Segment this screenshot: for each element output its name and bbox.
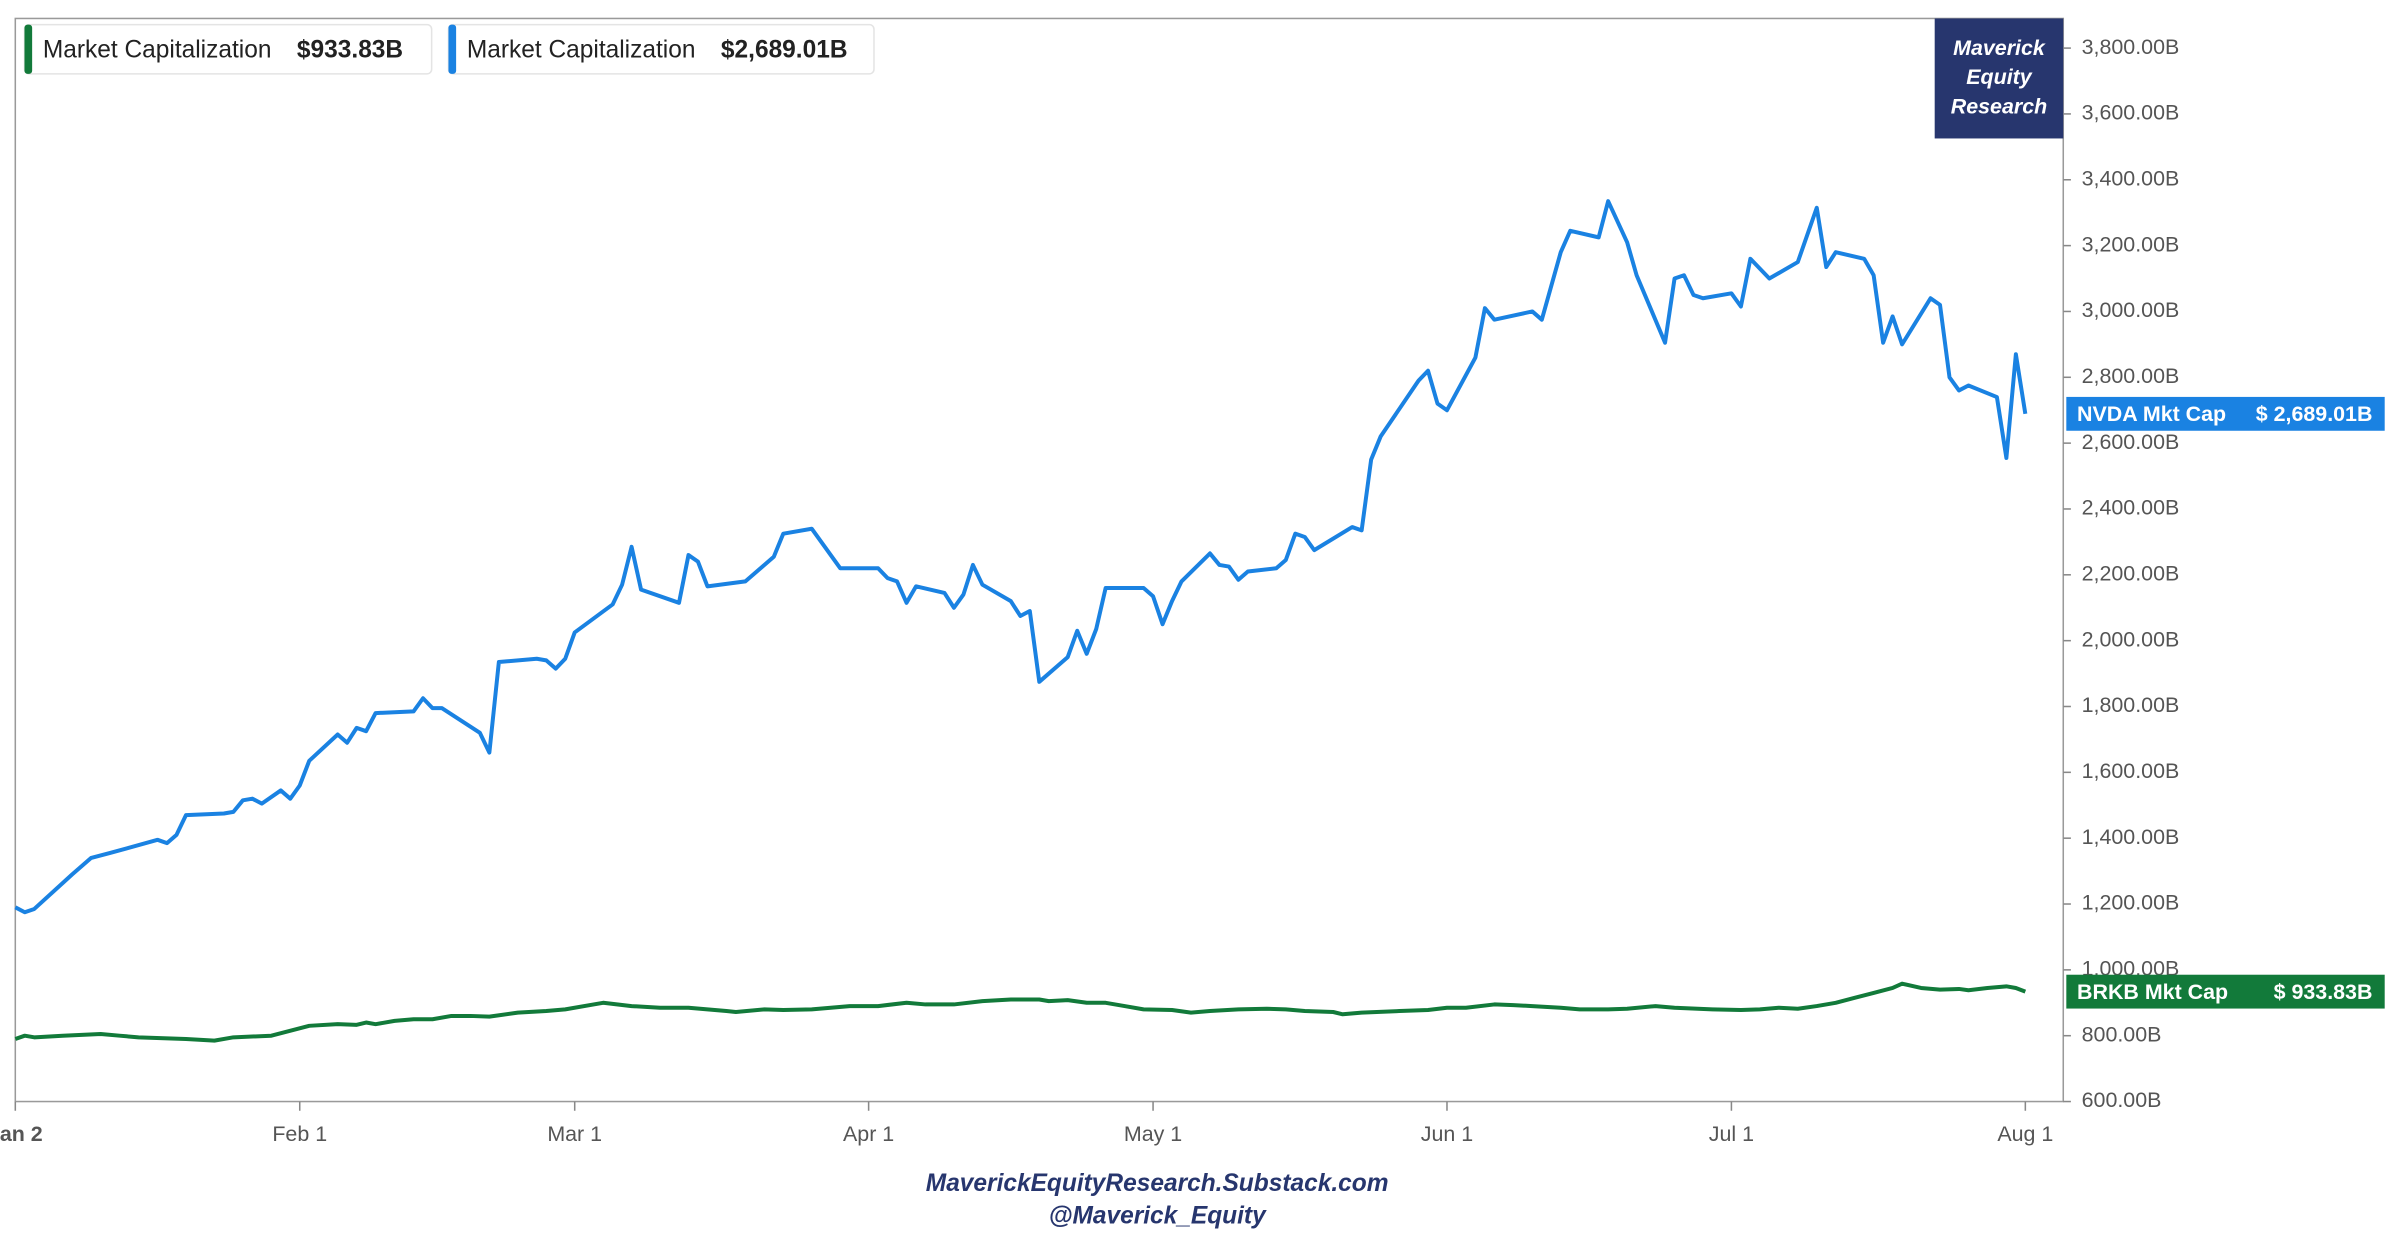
legend-swatch (448, 24, 457, 74)
legend-name: Market Capitalization (43, 36, 272, 63)
y-tick-label: 1,400.00B (2082, 825, 2180, 849)
end-badge-value: $ 933.83B (2274, 980, 2373, 1004)
series-line (14, 981, 2027, 1043)
y-tick-label: 600.00B (2082, 1088, 2162, 1112)
y-tick-label: 2,800.00B (2082, 364, 2180, 388)
x-tick-label: Jun 1 (1421, 1122, 1473, 1146)
x-tick-label: Jan 2 (0, 1122, 43, 1146)
y-tick-label: 2,400.00B (2082, 496, 2180, 520)
end-badge (2066, 396, 2385, 431)
legend-value: $2,689.01B (721, 36, 848, 63)
footer: MaverickEquityResearch.Substack.com (926, 1170, 1389, 1197)
y-tick-label: 1,800.00B (2082, 693, 2180, 717)
footer: @Maverick_Equity (1049, 1202, 1267, 1229)
y-tick-label: 1,600.00B (2082, 759, 2180, 783)
x-tick-label: Mar 1 (547, 1122, 602, 1146)
y-tick-label: 1,200.00B (2082, 891, 2180, 915)
y-tick-label: 800.00B (2082, 1022, 2162, 1046)
x-tick-label: Jul 1 (1709, 1122, 1754, 1146)
watermark: Research (1951, 94, 2047, 118)
y-tick-label: 3,000.00B (2082, 298, 2180, 322)
watermark-box (1934, 18, 2064, 139)
end-badge-value: $ 2,689.01B (2256, 402, 2373, 426)
plot-frame (14, 17, 2065, 1103)
y-tick-label: 2,000.00B (2082, 627, 2180, 651)
y-tick-label: 3,800.00B (2082, 35, 2180, 59)
x-tick-label: Apr 1 (843, 1122, 894, 1146)
legend-swatch (24, 24, 33, 74)
x-tick-label: May 1 (1124, 1122, 1182, 1146)
x-tick-label: Feb 1 (272, 1122, 327, 1146)
end-badge-name: NVDA Mkt Cap (2077, 402, 2226, 426)
y-tick-label: 2,600.00B (2082, 430, 2180, 454)
y-tick-label: 3,400.00B (2082, 166, 2180, 190)
x-tick-label: Aug 1 (1997, 1122, 2053, 1146)
legend-value: $933.83B (297, 36, 403, 63)
watermark: Maverick (1953, 36, 2046, 60)
watermark: Equity (1966, 65, 2032, 89)
series-line (14, 199, 2028, 915)
end-badge (2066, 974, 2385, 1009)
end-badge-name: BRKB Mkt Cap (2077, 980, 2228, 1004)
y-tick-label: 2,200.00B (2082, 561, 2180, 585)
legend-name: Market Capitalization (467, 36, 696, 63)
y-tick-label: 3,600.00B (2082, 101, 2180, 125)
y-tick-label: 3,200.00B (2082, 232, 2180, 256)
